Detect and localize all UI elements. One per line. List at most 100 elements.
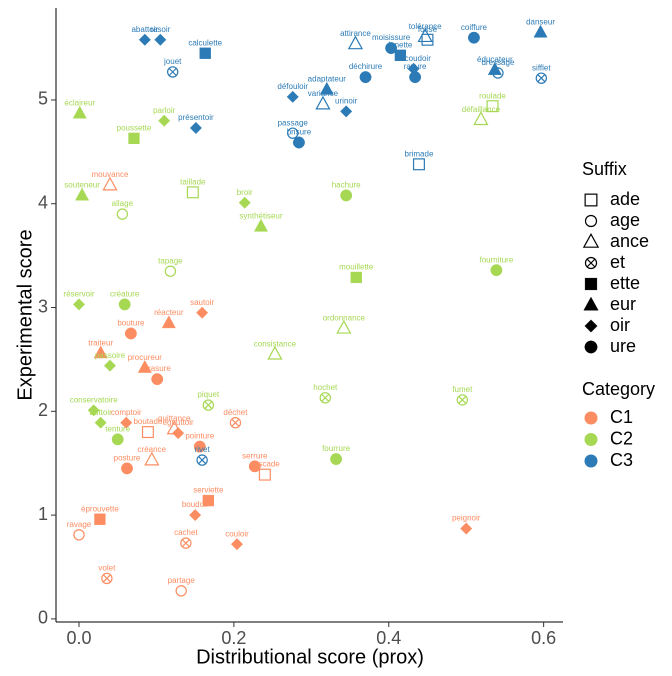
point-label: dressage xyxy=(481,58,514,67)
point-label: mouvance xyxy=(92,170,129,179)
point-label: peignoir xyxy=(452,514,481,523)
point-label: poussette xyxy=(117,123,152,132)
point-label: moisissure xyxy=(372,33,411,42)
point xyxy=(456,394,469,406)
point xyxy=(492,67,504,79)
point-label: hochet xyxy=(313,383,338,392)
point-label: hachure xyxy=(332,181,361,190)
point-label: brasure xyxy=(144,364,172,373)
point xyxy=(460,522,473,535)
point xyxy=(196,454,208,466)
y-tick-label: 0 xyxy=(38,608,48,628)
point xyxy=(287,127,299,139)
point-label: éprouvette xyxy=(81,504,119,513)
point xyxy=(180,537,192,549)
legend-label: ade xyxy=(610,189,640,209)
point xyxy=(230,538,244,551)
point-label: posture xyxy=(114,454,141,463)
point-label: abattoir xyxy=(131,25,158,34)
point xyxy=(72,298,86,311)
point-label: boutade xyxy=(133,417,162,426)
point-label: défaillance xyxy=(462,105,501,114)
point-label: défouloir xyxy=(277,82,308,91)
point-label: serviette xyxy=(193,486,224,495)
point-label: créance xyxy=(138,445,167,454)
point xyxy=(486,100,499,113)
point-label: passoire xyxy=(95,351,126,360)
point xyxy=(154,33,167,46)
point-label: quittance xyxy=(158,414,191,423)
point-label: rayure xyxy=(404,62,427,71)
legend-label: age xyxy=(610,210,640,230)
point xyxy=(75,187,90,201)
point xyxy=(186,186,199,199)
y-tick-label: 5 xyxy=(38,89,48,109)
point-label: accoudoir xyxy=(396,54,431,63)
point xyxy=(175,585,187,597)
point xyxy=(111,433,124,446)
point-label: réservoir xyxy=(63,290,94,299)
point xyxy=(87,404,100,417)
point xyxy=(189,121,202,135)
x-axis-title: Distributional score (prox) xyxy=(196,646,424,668)
point xyxy=(137,360,152,373)
point-label: éclaireur xyxy=(64,99,95,108)
point xyxy=(238,196,251,209)
point xyxy=(144,451,160,466)
point-label: parloir xyxy=(153,106,176,115)
legend-label: C1 xyxy=(610,407,633,427)
point-label: réacteur xyxy=(154,308,184,317)
point xyxy=(467,31,480,44)
point xyxy=(292,136,305,149)
point-label: tolérance xyxy=(409,22,442,31)
point-label: brimade xyxy=(405,149,434,158)
point-label: éducateur xyxy=(477,55,513,64)
point-label: présentoir xyxy=(178,113,214,122)
point-label: bouture xyxy=(117,319,145,328)
point xyxy=(103,359,117,372)
point-label: comptoir xyxy=(111,408,142,417)
y-tick-label: 1 xyxy=(38,504,48,524)
point-label: fourrure xyxy=(322,444,351,453)
legend-key xyxy=(584,411,598,425)
legend-title: Suffix xyxy=(582,159,627,179)
point-label: piquet xyxy=(197,390,220,399)
point xyxy=(535,72,548,84)
x-tick-label: 0.2 xyxy=(221,628,246,648)
point-label: taillade xyxy=(180,177,206,186)
point-label: danseur xyxy=(526,18,555,27)
point xyxy=(350,271,362,284)
point xyxy=(141,426,154,439)
point xyxy=(189,509,202,522)
point xyxy=(196,306,209,319)
point-label: calculette xyxy=(188,38,222,47)
legend-label: C3 xyxy=(610,450,633,470)
point-label: déchirure xyxy=(349,62,383,71)
point xyxy=(102,176,118,191)
point xyxy=(385,42,398,55)
legend-key xyxy=(584,256,598,270)
point xyxy=(248,460,261,473)
point xyxy=(490,264,503,277)
point xyxy=(340,189,353,202)
point xyxy=(394,49,407,61)
point-label: traiteur xyxy=(88,338,113,347)
point-label: mouillette xyxy=(339,263,374,272)
y-tick-label: 3 xyxy=(38,296,48,316)
point xyxy=(319,392,331,404)
point-label: serrure xyxy=(242,451,268,460)
legend-key xyxy=(582,232,600,248)
point-label: déchet xyxy=(223,408,248,417)
point xyxy=(359,71,372,84)
point-label: consistance xyxy=(254,339,297,348)
point-label: conservatoire xyxy=(70,395,119,404)
point-label: ordonnance xyxy=(323,313,366,322)
point xyxy=(94,416,107,429)
legend-label: eur xyxy=(610,294,636,314)
point-label: sautoir xyxy=(190,298,214,307)
point-label: cachet xyxy=(174,528,198,537)
point-label: coiffure xyxy=(461,23,488,32)
legend-label: et xyxy=(610,252,625,272)
point-label: créature xyxy=(110,290,140,299)
